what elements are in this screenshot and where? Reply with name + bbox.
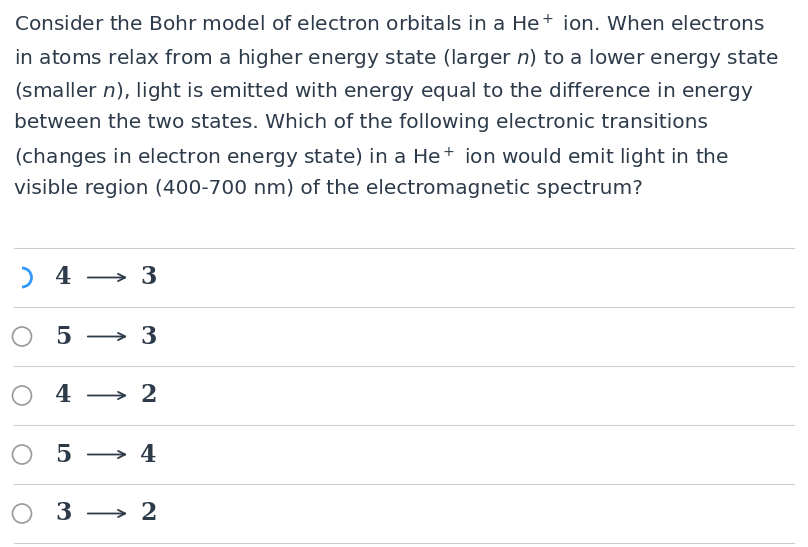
Text: 5: 5 — [55, 443, 71, 467]
Text: (smaller $n$), light is emitted with energy equal to the difference in energy: (smaller $n$), light is emitted with ene… — [14, 80, 753, 103]
Text: visible region (400-700 nm) of the electromagnetic spectrum?: visible region (400-700 nm) of the elect… — [14, 179, 643, 198]
Text: in atoms relax from a higher energy state (larger $n$) to a lower energy state: in atoms relax from a higher energy stat… — [14, 47, 779, 70]
Text: 5: 5 — [55, 324, 71, 348]
Text: 3: 3 — [140, 265, 157, 289]
Text: 2: 2 — [140, 502, 157, 526]
Text: 3: 3 — [140, 324, 157, 348]
Text: 4: 4 — [55, 383, 71, 408]
Text: Consider the Bohr model of electron orbitals in a He$^+$ ion. When electrons: Consider the Bohr model of electron orbi… — [14, 14, 764, 36]
Text: 2: 2 — [140, 383, 157, 408]
Text: 4: 4 — [55, 265, 71, 289]
Text: between the two states. Which of the following electronic transitions: between the two states. Which of the fol… — [14, 113, 708, 132]
Text: 3: 3 — [55, 502, 71, 526]
Text: 4: 4 — [140, 443, 157, 467]
Text: (changes in electron energy state) in a He$^+$ ion would emit light in the: (changes in electron energy state) in a … — [14, 146, 729, 171]
